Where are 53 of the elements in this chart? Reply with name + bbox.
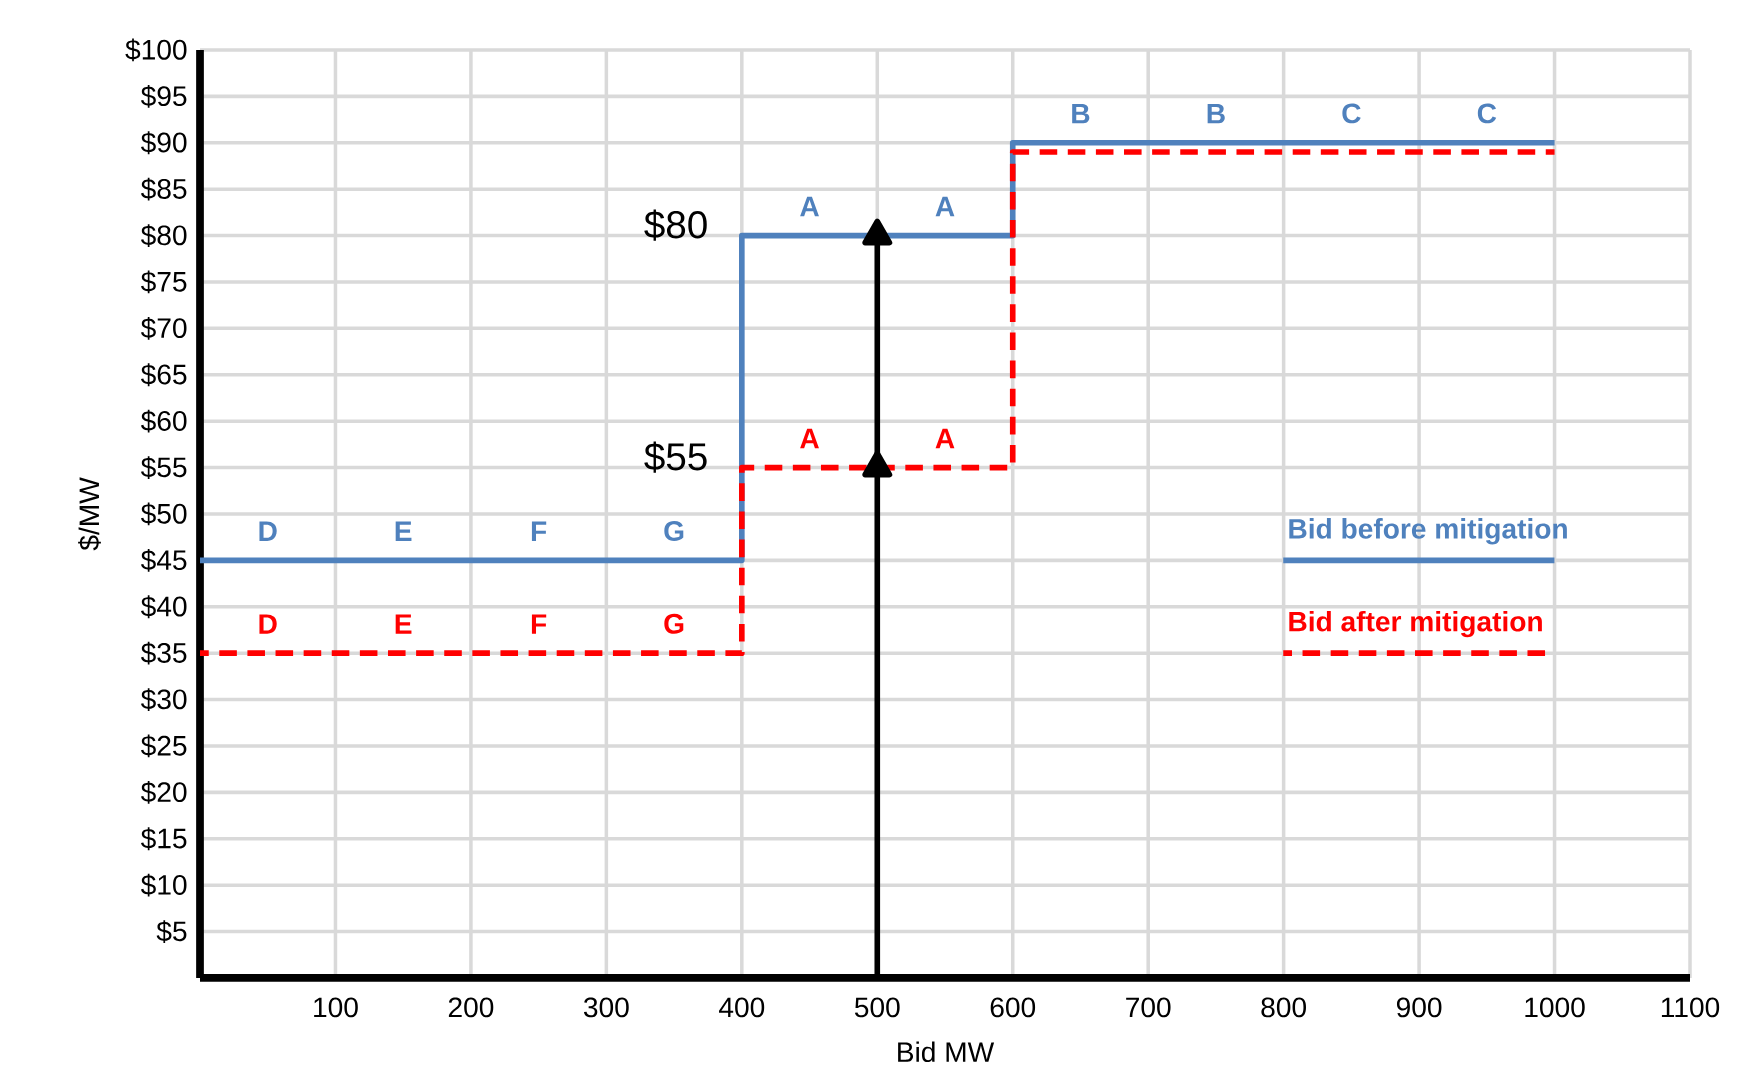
- x-tick-label: 400: [719, 997, 765, 1018]
- y-tick-label: $80: [140, 224, 187, 247]
- x-tick-label: 500: [854, 997, 900, 1018]
- annotation: $55: [644, 441, 707, 473]
- text: Bid before mitigation: [1289, 518, 1567, 545]
- y-tick-label: $85: [140, 177, 187, 201]
- annotation: E: [395, 614, 412, 634]
- annotation: G: [664, 521, 684, 541]
- annotation: C: [1477, 103, 1497, 124]
- annotation: A: [935, 196, 955, 217]
- annotation: G: [664, 613, 684, 634]
- y-tick-label: $10: [140, 873, 187, 897]
- annotation: A: [800, 428, 819, 449]
- y-axis-title: $/MW: [78, 477, 101, 551]
- y-tick-label: $25: [140, 734, 187, 758]
- annotation: D: [259, 614, 277, 634]
- annotation: D: [259, 521, 277, 541]
- y-tick-label: $35: [140, 641, 187, 665]
- x-tick-label: 100: [314, 997, 358, 1018]
- x-tick-label: 700: [1126, 997, 1171, 1018]
- y-tick-label: $60: [140, 409, 187, 433]
- annotation: B: [1207, 103, 1225, 124]
- y-tick-label: $30: [140, 688, 187, 711]
- y-tick-label: $95: [140, 84, 187, 108]
- text: Bid after mitigation: [1289, 610, 1542, 638]
- y-tick-label: $40: [140, 595, 187, 619]
- x-tick-label: 900: [1396, 997, 1442, 1018]
- y-tick-label: $15: [140, 827, 187, 851]
- annotation: $80: [644, 209, 707, 241]
- x-tick-label: 200: [448, 997, 494, 1018]
- annotation: E: [395, 521, 412, 541]
- y-tick-label: $20: [140, 780, 187, 804]
- x-tick-label: 300: [583, 997, 629, 1018]
- y-tick-label: $5: [156, 920, 187, 943]
- y-tick-label: $90: [140, 131, 187, 155]
- x-tick-label: 800: [1261, 997, 1306, 1018]
- y-tick-label: $100: [125, 38, 187, 62]
- y-tick-label: $50: [140, 502, 187, 526]
- annotation: F: [531, 521, 547, 541]
- x-tick-label: 1000: [1525, 997, 1585, 1018]
- x-axis-title: Bid MW: [898, 1041, 995, 1063]
- y-tick-label: $55: [140, 456, 187, 479]
- y-tick-label: $70: [140, 316, 187, 340]
- annotation: C: [1342, 103, 1361, 124]
- x-tick-label: 1100: [1661, 997, 1720, 1018]
- y-tick-label: $45: [140, 548, 187, 572]
- annotation: A: [800, 196, 819, 217]
- annotation: F: [531, 614, 547, 634]
- x-tick-label: 600: [990, 997, 1036, 1018]
- annotation: B: [1072, 103, 1090, 124]
- annotation: A: [935, 428, 955, 449]
- y-tick-label: $65: [140, 363, 187, 387]
- y-tick-label: $75: [140, 270, 187, 294]
